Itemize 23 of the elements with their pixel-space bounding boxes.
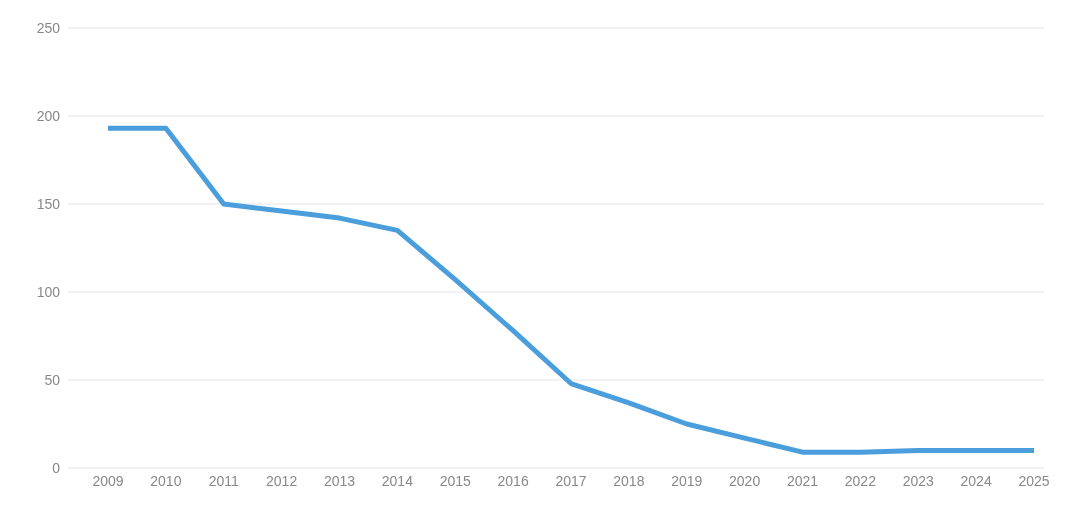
x-tick-label: 2016 — [497, 472, 529, 489]
x-tick-label: 2024 — [960, 472, 992, 489]
x-tick-label: 2010 — [150, 472, 182, 489]
y-tick-label: 250 — [36, 19, 61, 36]
x-tick-label: 2025 — [1018, 472, 1050, 489]
x-tick-label: 2009 — [92, 472, 124, 489]
x-tick-label: 2013 — [323, 472, 356, 489]
x-tick-label: 2020 — [729, 472, 761, 489]
x-tick-label: 2012 — [266, 472, 298, 489]
x-tick-label: 2023 — [902, 472, 935, 489]
x-tick-label: 2014 — [381, 472, 414, 489]
y-tick-label: 150 — [36, 195, 61, 212]
x-tick-label: 2019 — [671, 472, 703, 489]
x-tick-label: 2017 — [555, 472, 587, 489]
y-tick-label: 50 — [44, 371, 61, 388]
y-tick-label: 100 — [36, 283, 61, 300]
x-tick-label: 2018 — [613, 472, 645, 489]
y-tick-label: 0 — [52, 459, 61, 476]
x-tick-label: 2022 — [844, 472, 877, 489]
y-tick-label: 200 — [36, 107, 61, 124]
x-tick-label: 2011 — [208, 472, 240, 489]
x-tick-label: 2015 — [439, 472, 472, 489]
x-tick-label: 2021 — [786, 472, 819, 489]
